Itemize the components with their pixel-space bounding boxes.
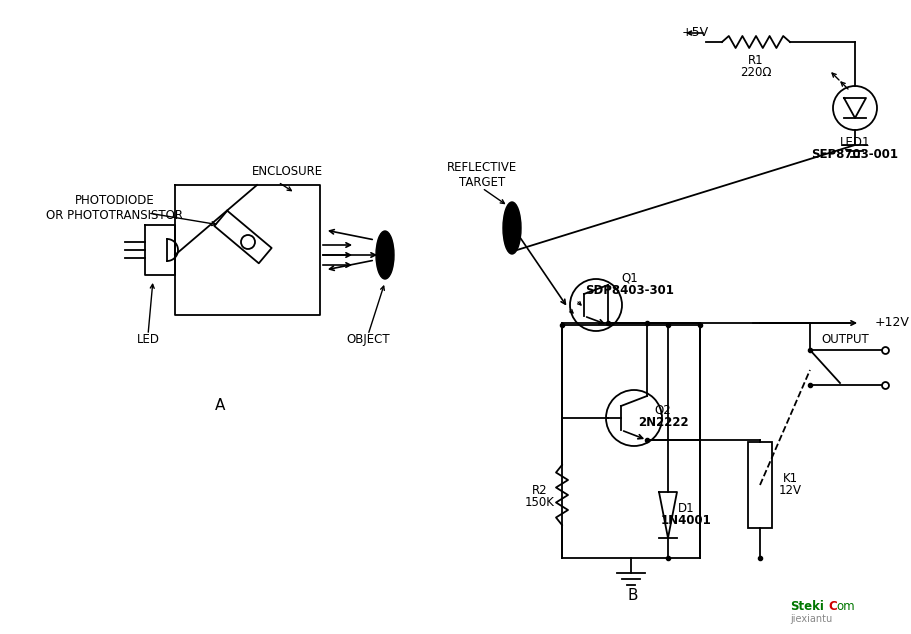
Text: R2: R2	[532, 484, 548, 496]
Text: C: C	[827, 600, 835, 613]
Text: D1: D1	[677, 501, 693, 515]
Text: 12V: 12V	[778, 484, 801, 498]
Bar	[747, 442, 771, 528]
Text: +12V: +12V	[874, 316, 909, 330]
Text: K1: K1	[782, 472, 797, 484]
Text: 1N4001: 1N4001	[660, 515, 711, 527]
Text: SEP8703-001: SEP8703-001	[811, 148, 897, 162]
Text: Q2: Q2	[654, 403, 670, 417]
Text: LED1: LED1	[839, 136, 869, 150]
Text: REFLECTIVE
TARGET: REFLECTIVE TARGET	[446, 161, 517, 189]
Text: Steki: Steki	[789, 600, 823, 613]
Text: 2N2222: 2N2222	[637, 417, 688, 429]
Text: om: om	[835, 600, 854, 613]
Text: OUTPUT: OUTPUT	[820, 333, 868, 347]
Text: ENCLOSURE: ENCLOSURE	[251, 165, 322, 179]
Text: Q1: Q1	[621, 271, 638, 285]
Text: LED: LED	[137, 333, 159, 347]
Text: SDP8403-301: SDP8403-301	[585, 285, 674, 297]
Text: R1: R1	[747, 53, 763, 67]
Text: 220Ω: 220Ω	[740, 67, 771, 79]
Text: 150K: 150K	[525, 496, 554, 510]
Text: +5V: +5V	[681, 27, 708, 39]
Ellipse shape	[375, 231, 394, 279]
Ellipse shape	[503, 202, 520, 254]
Text: jiexiantu: jiexiantu	[789, 614, 832, 624]
Text: PHOTODIODE
OR PHOTOTRANSISTOR: PHOTODIODE OR PHOTOTRANSISTOR	[46, 194, 183, 222]
Text: OBJECT: OBJECT	[346, 333, 389, 347]
Text: A: A	[215, 398, 225, 413]
Text: B: B	[627, 588, 638, 602]
